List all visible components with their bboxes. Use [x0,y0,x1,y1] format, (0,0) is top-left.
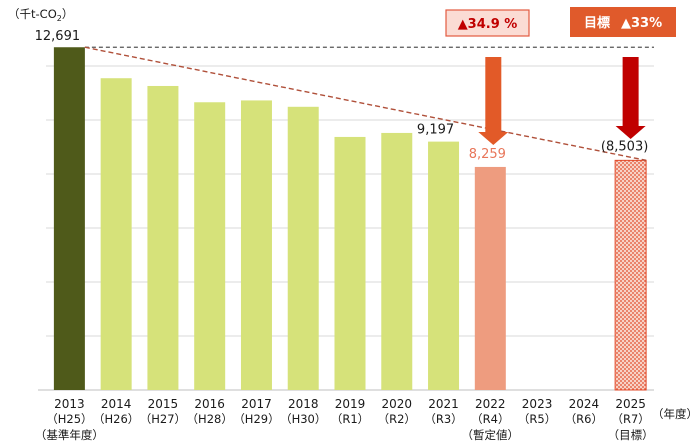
x-tick-note-2022: （暫定値） [462,428,520,442]
bar-2025 [614,159,647,391]
y-axis-unit-label: （千t-CO2） [8,7,73,23]
bar-2020 [381,132,413,390]
x-tick-era-2021: （R3） [424,412,462,426]
x-tick-era-2023: （R5） [518,412,556,426]
value-label-2022: 8,259 [469,147,506,162]
x-tick-note-2025: （目標） [608,428,654,442]
bar-2016 [194,102,226,390]
target-change-text: ▲33% [621,16,662,31]
x-tick-year-2018: 2018 [288,397,319,411]
target-reduction-arrow [615,57,646,139]
x-tick-year-2025: 2025 [615,397,646,411]
x-tick-year-2022: 2022 [475,397,506,411]
x-tick-era-2022: （R4） [471,412,509,426]
reference-lines [84,46,654,162]
x-tick-era-2025: （R7） [611,412,649,426]
provisional-change-box [446,10,529,36]
provisional-reduction-arrow [478,57,509,145]
x-tick-era-2015: （H27） [140,412,186,426]
bar-2017 [240,100,272,391]
x-tick-year-2017: 2017 [241,397,272,411]
value-label-2025: (8,503) [601,139,648,154]
x-tick-year-2023: 2023 [522,397,553,411]
provisional-change-box-border [445,9,530,37]
x-tick-era-2018: （H30） [280,412,326,426]
x-tick-year-2020: 2020 [381,397,412,411]
bar-2022 [474,166,506,390]
bars [53,47,647,391]
x-tick-year-2015: 2015 [148,397,179,411]
bar-2014 [100,78,132,390]
bar-2013 [53,47,85,390]
x-tick-era-2016: （H28） [187,412,233,426]
x-tick-note-2013: （基準年度） [35,428,104,442]
x-tick-era-2020: （R2） [378,412,416,426]
bar-2015 [147,85,179,391]
target-change-prefix: 目標 [584,15,610,31]
value-label-2013: 12,691 [35,29,81,44]
value-label-2021: 9,197 [417,123,454,138]
x-tick-era-2017: （H29） [233,412,279,426]
x-tick-year-2021: 2021 [428,397,459,411]
x-tick-year-2016: 2016 [194,397,225,411]
x-tick-year-2013: 2013 [54,397,85,411]
x-tick-era-2013: （H25） [46,412,92,426]
x-tick-year-2024: 2024 [569,397,600,411]
x-tick-era-2014: （H26） [93,412,139,426]
bar-2021 [428,141,460,390]
provisional-change-text: ▲34.9 % [458,17,518,32]
x-axis-unit-label: （年度） [652,407,696,421]
target-change-annotation: 目標 ▲33% [570,7,676,37]
bar-2019 [334,136,366,390]
x-tick-year-2019: 2019 [335,397,366,411]
bar-2018 [287,106,319,390]
x-tick-era-2019: （R1） [331,412,369,426]
provisional-change-annotation: ▲34.9 % [445,9,530,37]
x-tick-year-2014: 2014 [101,397,132,411]
reduction-arrows [478,57,646,145]
x-tick-era-2024: （R6） [565,412,603,426]
value-labels: 12,691 9,197 8,259 (8,503) [35,29,649,162]
x-axis: 2013（H25）（基準年度）2014（H26）2015（H27）2016（H2… [35,397,654,442]
target-change-box [570,7,676,37]
